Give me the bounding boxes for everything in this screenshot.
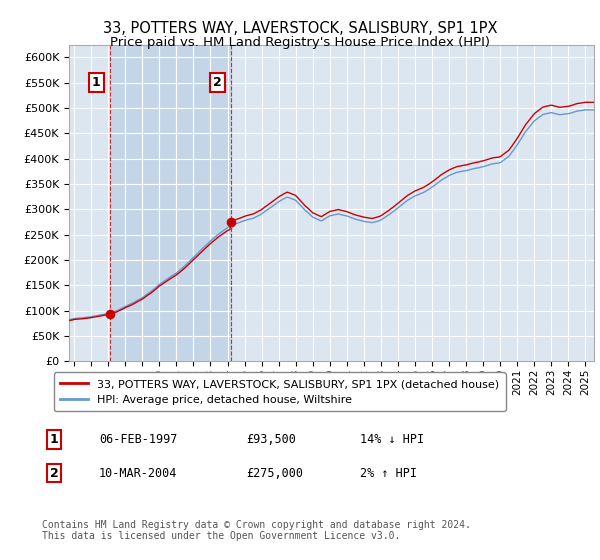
- Text: 14% ↓ HPI: 14% ↓ HPI: [360, 433, 424, 446]
- Text: 2% ↑ HPI: 2% ↑ HPI: [360, 466, 417, 480]
- Text: 2: 2: [213, 76, 221, 89]
- Text: Price paid vs. HM Land Registry's House Price Index (HPI): Price paid vs. HM Land Registry's House …: [110, 36, 490, 49]
- Text: £93,500: £93,500: [246, 433, 296, 446]
- Legend: 33, POTTERS WAY, LAVERSTOCK, SALISBURY, SP1 1PX (detached house), HPI: Average p: 33, POTTERS WAY, LAVERSTOCK, SALISBURY, …: [53, 372, 506, 411]
- Text: Contains HM Land Registry data © Crown copyright and database right 2024.
This d: Contains HM Land Registry data © Crown c…: [42, 520, 471, 542]
- Text: 06-FEB-1997: 06-FEB-1997: [99, 433, 178, 446]
- Text: 33, POTTERS WAY, LAVERSTOCK, SALISBURY, SP1 1PX: 33, POTTERS WAY, LAVERSTOCK, SALISBURY, …: [103, 21, 497, 36]
- Text: £275,000: £275,000: [246, 466, 303, 480]
- Text: 1: 1: [50, 433, 58, 446]
- Text: 10-MAR-2004: 10-MAR-2004: [99, 466, 178, 480]
- Text: 1: 1: [92, 76, 101, 89]
- Text: 2: 2: [50, 466, 58, 480]
- Bar: [110, 45, 231, 361]
